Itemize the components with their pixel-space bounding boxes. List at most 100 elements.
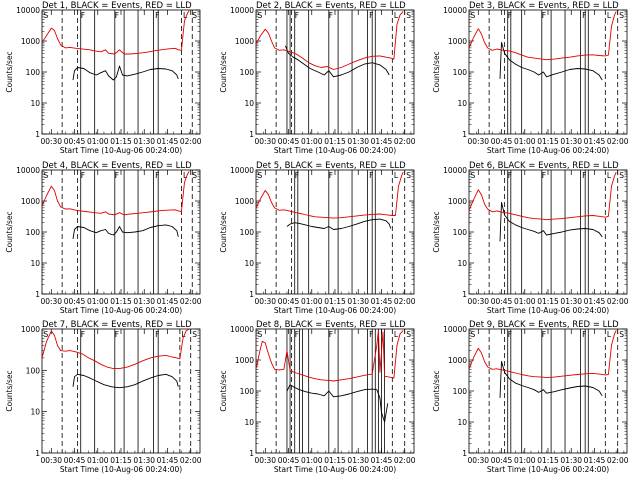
series-lld-line: [468, 330, 617, 379]
series-events-line: [284, 45, 390, 78]
x-tick-label: 00:30: [40, 297, 62, 306]
series-lld-line: [255, 11, 404, 70]
marker-label-F: F: [582, 171, 586, 180]
y-tick-label: 1: [462, 449, 467, 458]
y-tick-label: 10: [457, 259, 467, 268]
y-axis-label: Counts/sec: [5, 370, 14, 411]
y-axis-label: Counts/sec: [5, 51, 14, 92]
marker-label-F: F: [582, 330, 586, 339]
marker-label-S: S: [44, 330, 49, 339]
y-tick-label: 100: [26, 366, 41, 375]
panel-title: Det 7, BLACK = Events, RED = LLD: [42, 320, 192, 330]
x-tick-label: 01:15: [324, 297, 346, 306]
x-tick-label: 01:30: [560, 456, 582, 465]
panel-3: Det 3, BLACK = Events, RED = LLD 1 10 100 10…: [432, 1, 629, 155]
series-lld-line: [468, 11, 617, 61]
x-tick-label: 01:45: [371, 137, 393, 146]
plot-frame: [255, 328, 415, 454]
x-tick-label: 01:00: [87, 297, 109, 306]
panel-2: Det 2, BLACK = Events, RED = LLD 1 10 100 10…: [219, 1, 416, 155]
y-tick-label: 1: [249, 449, 254, 458]
x-tick-label: 01:30: [133, 297, 155, 306]
plot-frame: [468, 169, 628, 295]
marker-label-F: F: [115, 330, 119, 339]
marker-label-S: S: [258, 330, 263, 339]
marker-label-S: S: [406, 11, 411, 20]
y-tick-label: 1000: [448, 37, 467, 46]
series-lld-line: [41, 171, 190, 216]
plot-frame: [468, 9, 628, 135]
marker-label-F: F: [81, 330, 85, 339]
series-events-line: [499, 41, 603, 81]
y-axis-label: Counts/sec: [219, 211, 228, 252]
panel-7: Det 7, BLACK = Events, RED = LLD 1 10 100 10…: [5, 320, 202, 474]
y-tick-label: 10: [457, 99, 467, 108]
marker-label-F: F: [329, 171, 333, 180]
series-events-line: [499, 360, 603, 398]
series-lld-line: [41, 328, 190, 370]
y-tick-label: 1: [249, 130, 254, 139]
x-tick-label: 01:30: [347, 137, 369, 146]
x-tick-label: 00:45: [491, 456, 513, 465]
marker-label-L: L: [394, 171, 399, 180]
y-tick-label: 100: [240, 228, 255, 237]
y-axis-label: Counts/sec: [219, 51, 228, 92]
x-tick-label: 02:00: [394, 297, 416, 306]
x-tick-label: 01:15: [537, 297, 559, 306]
marker-label-F: F: [81, 11, 85, 20]
x-tick-label: 02:00: [180, 137, 202, 146]
y-tick-label: 1: [35, 130, 40, 139]
marker-label-S: S: [44, 171, 49, 180]
x-tick-label: 00:45: [64, 456, 86, 465]
y-tick-label: 1000: [235, 37, 254, 46]
x-axis-label: Start Time (10-Aug-06 00:24:00): [274, 146, 396, 155]
y-tick-label: 10000: [16, 6, 40, 15]
y-tick-label: 10: [30, 259, 40, 268]
panel-title: Det 8, BLACK = Events, RED = LLD: [256, 320, 406, 330]
series-lld-line: [41, 10, 190, 55]
x-tick-label: 00:30: [467, 456, 489, 465]
marker-label-F: F: [369, 330, 373, 339]
panel-9: Det 9, BLACK = Events, RED = LLD 1 10 100 10…: [432, 320, 629, 474]
plot-frame: [41, 328, 201, 454]
marker-label-S: S: [619, 171, 624, 180]
series-lld-line: [255, 329, 404, 382]
marker-label-S: S: [192, 11, 197, 20]
x-tick-label: 02:00: [607, 137, 629, 146]
y-tick-label: 1: [462, 130, 467, 139]
y-tick-label: 100: [26, 228, 41, 237]
y-tick-label: 100: [240, 387, 255, 396]
x-tick-label: 01:00: [514, 456, 536, 465]
y-tick-label: 1000: [235, 197, 254, 206]
y-axis-label: Counts/sec: [432, 51, 441, 92]
x-axis-label: Start Time (10-Aug-06 00:24:00): [60, 465, 182, 474]
marker-label-F: F: [542, 330, 546, 339]
y-tick-label: 100: [453, 68, 468, 77]
marker-label-F: F: [369, 11, 373, 20]
x-tick-label: 00:30: [254, 456, 276, 465]
marker-label-S: S: [192, 330, 197, 339]
x-tick-label: 01:45: [157, 297, 179, 306]
panel-1: Det 1, BLACK = Events, RED = LLD 1 10 100 10…: [5, 1, 202, 155]
series-lld-line: [468, 172, 617, 221]
x-tick-label: 01:30: [560, 297, 582, 306]
series-events-line: [499, 201, 603, 242]
marker-label-F: F: [295, 11, 299, 20]
marker-label-S: S: [619, 11, 624, 20]
x-tick-label: 02:00: [607, 456, 629, 465]
x-axis-label: Start Time (10-Aug-06 00:24:00): [487, 465, 609, 474]
y-tick-label: 1: [35, 290, 40, 299]
x-tick-label: 01:00: [87, 456, 109, 465]
y-tick-label: 10000: [230, 325, 254, 334]
x-axis-label: Start Time (10-Aug-06 00:24:00): [487, 146, 609, 155]
y-axis-label: Counts/sec: [432, 370, 441, 411]
x-axis-label: Start Time (10-Aug-06 00:24:00): [60, 146, 182, 155]
y-tick-label: 10: [244, 418, 254, 427]
marker-label-F: F: [81, 171, 85, 180]
y-tick-label: 1000: [21, 37, 40, 46]
y-axis-label: Counts/sec: [219, 370, 228, 411]
marker-label-S: S: [258, 11, 263, 20]
marker-label-L: L: [607, 330, 612, 339]
y-tick-label: 1000: [21, 325, 40, 334]
